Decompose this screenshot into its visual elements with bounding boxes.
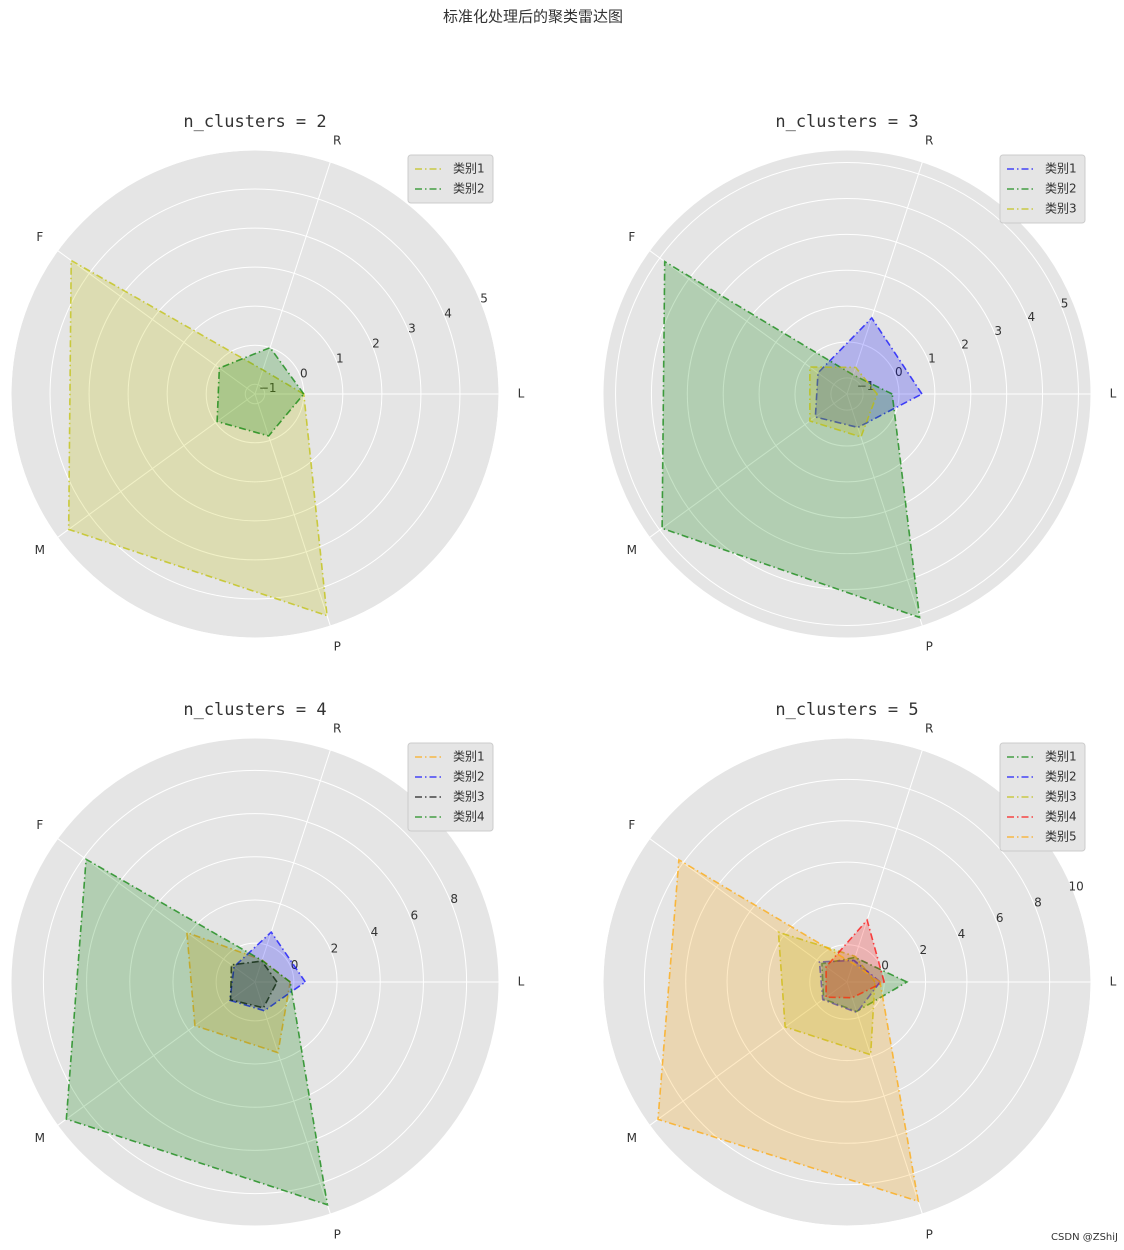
category-label: L bbox=[1110, 975, 1117, 989]
category-label: R bbox=[333, 134, 341, 148]
legend-label: 类别2 bbox=[1045, 770, 1077, 784]
r-tick-label: 8 bbox=[450, 892, 458, 906]
r-tick-label: 0 bbox=[881, 959, 889, 973]
r-tick-label: 4 bbox=[371, 925, 379, 939]
series-area bbox=[825, 918, 886, 999]
r-tick-label: 8 bbox=[1034, 895, 1042, 909]
r-tick-label: 4 bbox=[1028, 310, 1036, 324]
legend-label: 类别2 bbox=[1045, 182, 1077, 196]
category-label: L bbox=[518, 387, 525, 401]
spoke bbox=[254, 393, 331, 627]
r-tick-label: 3 bbox=[408, 321, 416, 335]
r-tick-label: 1 bbox=[928, 351, 936, 365]
spoke bbox=[649, 981, 848, 1126]
series-area bbox=[657, 858, 920, 1203]
category-label: R bbox=[333, 722, 341, 736]
legend-label: 类别2 bbox=[453, 770, 485, 784]
legend-label: 类别5 bbox=[1045, 830, 1077, 844]
r-tick-label: 2 bbox=[331, 942, 339, 956]
category-label: F bbox=[36, 818, 43, 832]
series-area bbox=[65, 857, 329, 1206]
r-tick-label: 4 bbox=[444, 307, 452, 321]
category-label: F bbox=[36, 230, 43, 244]
r-tick-label: 5 bbox=[480, 292, 488, 306]
category-label: L bbox=[1110, 387, 1117, 401]
r-tick-label: 1 bbox=[336, 351, 344, 365]
category-label: P bbox=[334, 639, 341, 653]
series-area bbox=[818, 959, 882, 1014]
category-label: R bbox=[925, 134, 933, 148]
legend-label: 类别4 bbox=[1045, 810, 1077, 824]
category-label: P bbox=[334, 1227, 341, 1241]
spoke bbox=[57, 393, 256, 538]
spoke bbox=[254, 981, 331, 1215]
series-area bbox=[216, 346, 305, 437]
category-label: L bbox=[518, 975, 525, 989]
legend-label: 类别3 bbox=[453, 790, 485, 804]
spoke bbox=[846, 749, 923, 983]
r-tick-label: 3 bbox=[994, 324, 1002, 338]
figure-title: 标准化处理后的聚类雷达图 bbox=[443, 8, 623, 26]
series-area bbox=[67, 259, 328, 617]
chart-title: n_clusters = 3 bbox=[775, 112, 918, 132]
r-tick-label: 5 bbox=[1061, 296, 1069, 310]
r-tick-label: 0 bbox=[300, 366, 308, 380]
r-tick-label: −1 bbox=[259, 381, 277, 395]
legend-label: 类别3 bbox=[1045, 790, 1077, 804]
category-label: P bbox=[926, 639, 933, 653]
spoke bbox=[649, 393, 848, 538]
r-tick-label: 0 bbox=[895, 365, 903, 379]
category-label: M bbox=[627, 543, 637, 557]
spoke bbox=[846, 981, 923, 1215]
spoke bbox=[57, 250, 256, 395]
chart-title: n_clusters = 5 bbox=[775, 700, 918, 720]
category-label: R bbox=[925, 722, 933, 736]
watermark: CSDN @ZShiJ bbox=[1051, 1232, 1118, 1243]
chart-title: n_clusters = 2 bbox=[183, 112, 326, 132]
spoke bbox=[57, 981, 256, 1126]
spoke bbox=[254, 161, 331, 395]
category-label: F bbox=[628, 818, 635, 832]
spoke bbox=[649, 838, 848, 983]
series-area bbox=[661, 260, 921, 619]
legend-label: 类别1 bbox=[453, 750, 485, 764]
series-area bbox=[821, 956, 909, 1013]
spoke bbox=[254, 749, 331, 983]
legend-box bbox=[407, 742, 494, 832]
series-area bbox=[229, 960, 278, 1009]
legend-label: 类别4 bbox=[453, 810, 485, 824]
r-tick-label: 2 bbox=[919, 943, 927, 957]
legend-label: 类别1 bbox=[1045, 162, 1077, 176]
category-label: P bbox=[926, 1227, 933, 1241]
category-label: M bbox=[35, 543, 45, 557]
legend-box bbox=[999, 742, 1086, 852]
chart-title: n_clusters = 4 bbox=[183, 700, 326, 720]
r-tick-label: 2 bbox=[372, 336, 380, 350]
series-area bbox=[814, 316, 924, 429]
r-tick-label: 2 bbox=[961, 338, 969, 352]
category-label: F bbox=[628, 230, 635, 244]
series-area bbox=[809, 366, 879, 438]
r-tick-label: 6 bbox=[410, 909, 418, 923]
legend-label: 类别2 bbox=[453, 182, 485, 196]
r-tick-label: 4 bbox=[958, 927, 966, 941]
legend-label: 类别1 bbox=[453, 162, 485, 176]
spoke bbox=[846, 161, 923, 395]
series-area bbox=[228, 930, 307, 1012]
r-tick-label: 10 bbox=[1068, 880, 1083, 894]
spoke bbox=[846, 393, 923, 627]
spoke bbox=[649, 250, 848, 395]
legend-label: 类别3 bbox=[1045, 202, 1077, 216]
legend-box bbox=[999, 154, 1086, 224]
legend-box bbox=[407, 154, 494, 204]
category-label: M bbox=[627, 1131, 637, 1145]
r-tick-label: 6 bbox=[996, 911, 1004, 925]
category-label: M bbox=[35, 1131, 45, 1145]
legend-label: 类别1 bbox=[1045, 750, 1077, 764]
